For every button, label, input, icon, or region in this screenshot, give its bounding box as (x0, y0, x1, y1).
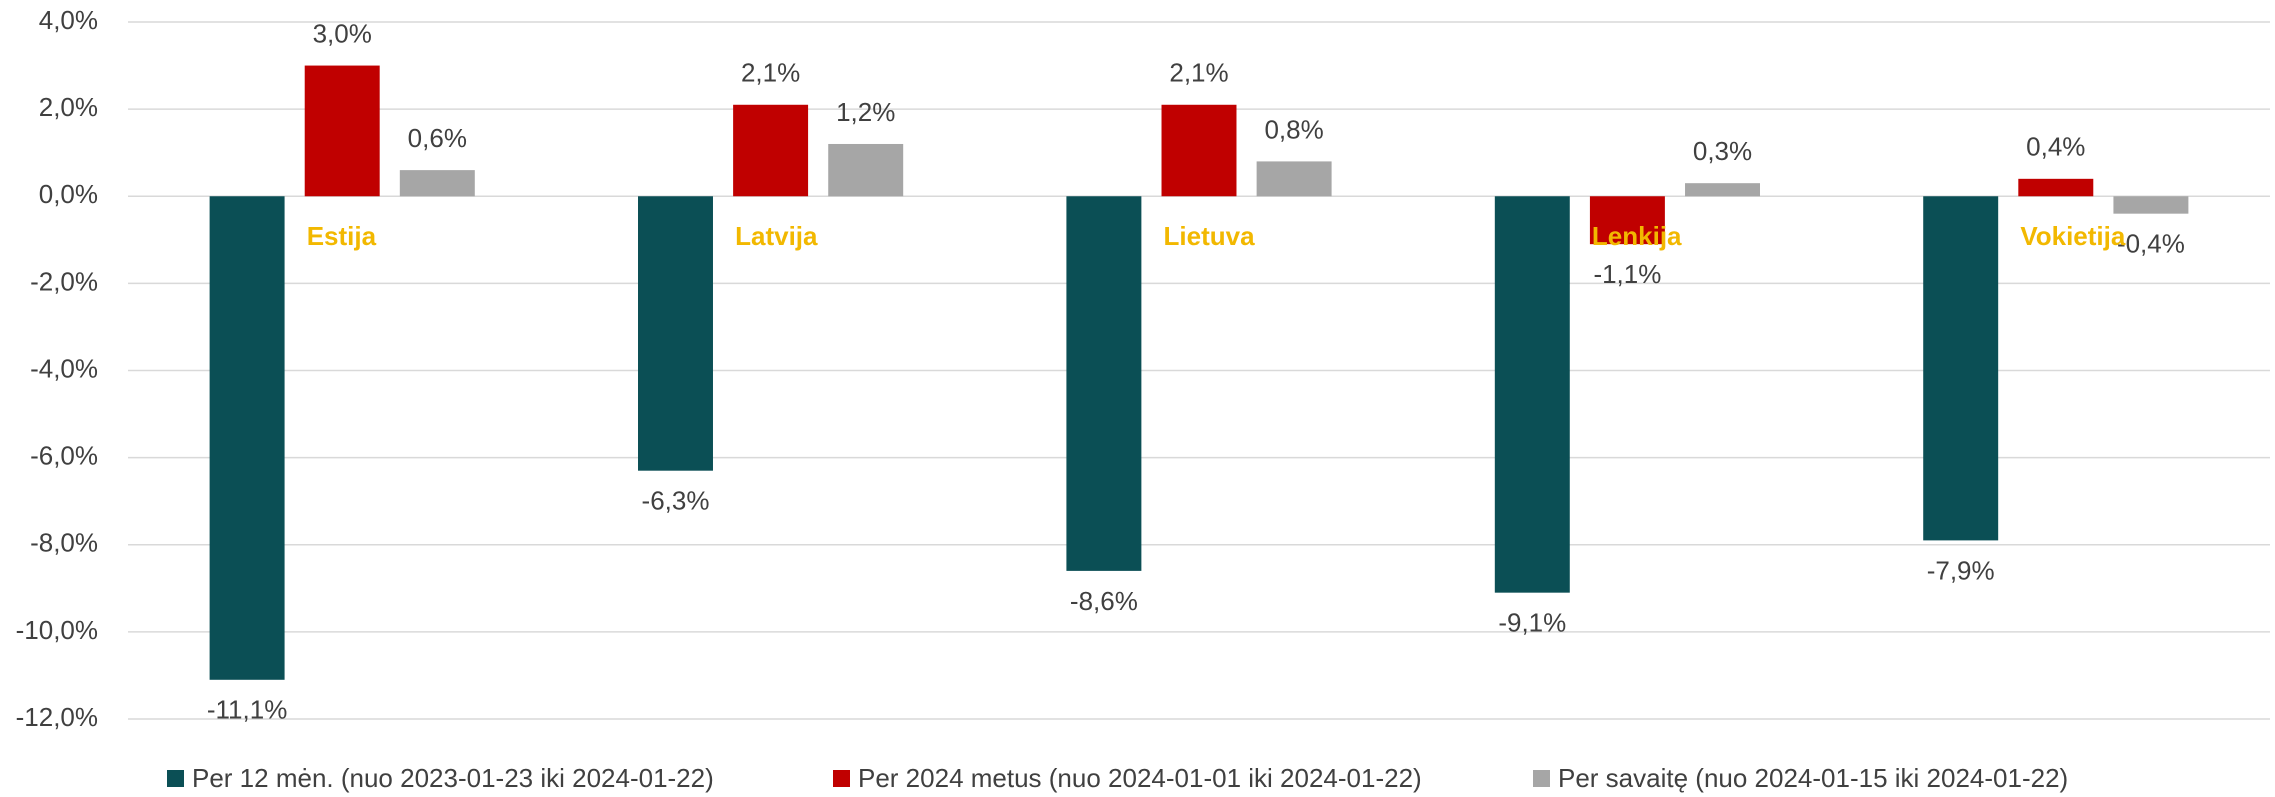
y-tick-label: -2,0% (30, 266, 98, 296)
y-tick-label: -6,0% (30, 441, 98, 471)
category-label: Latvija (735, 221, 818, 251)
legend-swatch (167, 770, 184, 787)
data-label: 2,1% (1169, 58, 1228, 88)
bar (828, 143, 904, 197)
bar (733, 104, 809, 197)
data-label: 0,8% (1264, 114, 1323, 144)
data-label: -11,1% (207, 695, 287, 725)
y-tick-label: 4,0% (39, 5, 98, 35)
y-tick-label: -10,0% (16, 615, 98, 645)
category-label: Lietuva (1164, 221, 1256, 251)
bar (209, 196, 285, 680)
legend-label: Per savaitę (nuo 2024-01-15 iki 2024-01-… (1558, 763, 2068, 793)
category-label: Lenkija (1592, 221, 1682, 251)
legend-label: Per 12 mėn. (nuo 2023-01-23 iki 2024-01-… (192, 763, 714, 793)
legend-swatch (833, 770, 850, 787)
data-label: 2,1% (741, 58, 800, 88)
data-label: -8,6% (1070, 586, 1138, 616)
y-tick-label: -8,0% (30, 528, 98, 558)
bar (304, 65, 380, 197)
data-label: -9,1% (1498, 608, 1566, 638)
legend-label: Per 2024 metus (nuo 2024-01-01 iki 2024-… (858, 763, 1422, 793)
bar (1923, 196, 1999, 541)
data-label: 3,0% (313, 18, 372, 48)
legend-swatch (1533, 770, 1550, 787)
data-label: -7,9% (1927, 555, 1995, 585)
y-tick-label: -4,0% (30, 353, 98, 383)
bar (399, 170, 475, 197)
data-label: 0,3% (1693, 136, 1752, 166)
bar (1256, 161, 1332, 197)
data-label: -1,1% (1593, 259, 1661, 289)
y-tick-label: -12,0% (16, 702, 98, 732)
y-tick-label: 0,0% (39, 179, 98, 209)
y-tick-label: 2,0% (39, 92, 98, 122)
bar (1161, 104, 1237, 197)
category-label: Estija (307, 221, 377, 251)
data-label: 1,2% (836, 97, 895, 127)
bar (1066, 196, 1142, 571)
category-label: Vokietija (2020, 221, 2126, 251)
bar (2113, 196, 2189, 214)
bar (1494, 196, 1570, 593)
bar (2018, 178, 2094, 197)
data-label: 0,4% (2026, 132, 2085, 162)
bar (1589, 196, 1665, 245)
bar (638, 196, 713, 471)
data-label: -0,4% (2117, 229, 2185, 259)
data-label: -6,3% (642, 486, 710, 516)
data-label: 0,6% (408, 123, 467, 153)
bar (1685, 183, 1760, 197)
